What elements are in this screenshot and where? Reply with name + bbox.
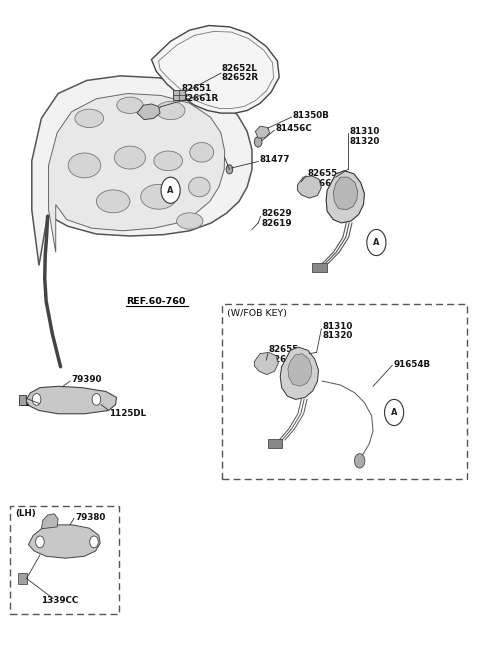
Text: 82652R: 82652R — [222, 73, 259, 83]
Polygon shape — [25, 386, 117, 414]
Ellipse shape — [141, 184, 177, 209]
Ellipse shape — [190, 143, 214, 162]
Text: 81320: 81320 — [349, 137, 380, 145]
Bar — [19, 395, 26, 405]
Bar — [312, 263, 327, 272]
Circle shape — [354, 454, 365, 468]
Ellipse shape — [154, 151, 182, 171]
Text: 81456C: 81456C — [276, 124, 312, 134]
Text: 82619: 82619 — [262, 219, 292, 228]
Circle shape — [384, 400, 404, 426]
Polygon shape — [288, 354, 312, 386]
Circle shape — [90, 536, 98, 548]
Text: 82665: 82665 — [269, 355, 299, 364]
Bar — [173, 90, 185, 100]
Polygon shape — [254, 352, 278, 375]
Circle shape — [254, 137, 262, 147]
Polygon shape — [298, 176, 322, 198]
Text: 81310: 81310 — [323, 322, 353, 331]
Circle shape — [92, 394, 101, 405]
Ellipse shape — [75, 109, 104, 128]
Text: 82655: 82655 — [269, 345, 299, 354]
Text: REF.60-760: REF.60-760 — [126, 297, 185, 306]
Circle shape — [32, 394, 41, 405]
Ellipse shape — [96, 190, 130, 213]
Text: 81320: 81320 — [323, 331, 353, 341]
Circle shape — [36, 536, 44, 548]
Polygon shape — [333, 177, 358, 210]
Text: 82665: 82665 — [307, 179, 337, 187]
Bar — [268, 440, 282, 448]
Polygon shape — [41, 514, 58, 529]
Text: (W/FOB KEY): (W/FOB KEY) — [227, 309, 287, 318]
Text: 79380: 79380 — [75, 513, 105, 521]
Ellipse shape — [68, 153, 101, 178]
Polygon shape — [280, 347, 319, 400]
Circle shape — [226, 165, 233, 174]
Text: 82652L: 82652L — [222, 64, 258, 73]
Ellipse shape — [189, 177, 210, 196]
Circle shape — [161, 177, 180, 203]
Text: 1125DL: 1125DL — [109, 409, 146, 418]
Ellipse shape — [177, 213, 203, 229]
Ellipse shape — [117, 97, 143, 113]
Text: 1339CC: 1339CC — [41, 595, 79, 605]
Polygon shape — [152, 26, 279, 113]
Text: 82661R: 82661R — [181, 94, 219, 103]
Polygon shape — [137, 104, 160, 120]
Polygon shape — [255, 126, 270, 138]
Polygon shape — [326, 171, 364, 223]
Text: 82655: 82655 — [307, 169, 337, 178]
Text: A: A — [373, 238, 380, 247]
Text: A: A — [391, 408, 397, 417]
Text: 81310: 81310 — [349, 127, 380, 136]
Text: (LH): (LH) — [15, 510, 36, 518]
Text: 79390: 79390 — [72, 375, 102, 384]
Text: 81477: 81477 — [259, 155, 289, 164]
Polygon shape — [28, 525, 100, 558]
Text: 1125DA: 1125DA — [18, 399, 56, 408]
Polygon shape — [48, 94, 225, 252]
Text: 82651: 82651 — [181, 84, 212, 93]
Ellipse shape — [114, 146, 145, 169]
Text: 81350B: 81350B — [293, 111, 330, 121]
Polygon shape — [32, 76, 252, 265]
Circle shape — [367, 229, 386, 255]
Text: 91654B: 91654B — [393, 360, 430, 369]
Text: A: A — [168, 186, 174, 195]
Text: 82629: 82629 — [262, 209, 292, 218]
Ellipse shape — [156, 102, 185, 120]
Bar — [18, 572, 26, 584]
